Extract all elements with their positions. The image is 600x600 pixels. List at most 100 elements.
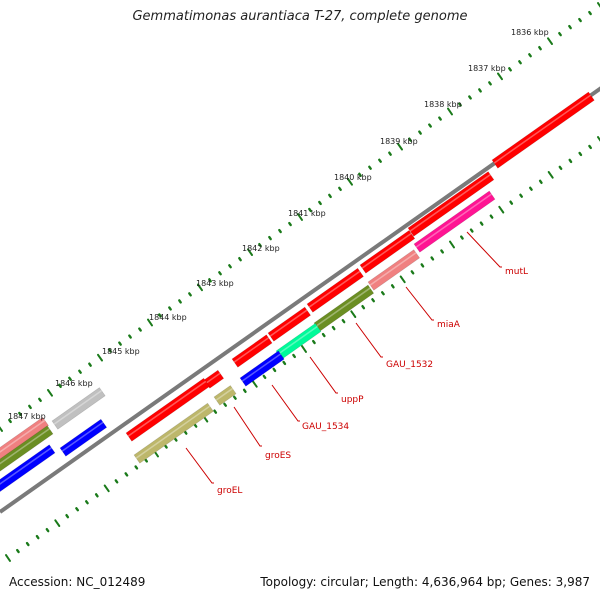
kbp-label: 1844 kbp [149,313,187,322]
forward-gene-highlight [493,94,592,164]
outer-tick-minor [538,46,542,51]
outer-tick-minor [578,17,582,23]
genome-summary-text: Topology: circular; Length: 4,636,964 bp… [260,575,590,589]
outer-tick-minor [408,137,412,142]
outer-tick-minor [428,123,432,128]
outer-tick-minor [8,418,12,424]
gene-leader-line [405,286,434,321]
outer-tick-major [0,426,3,432]
inner-tick-minor [529,186,533,191]
outer-tick-minor [568,24,572,30]
kbp-label: 1843 kbp [196,279,234,288]
gene-leader-line [355,322,383,358]
inner-tick-major [350,310,357,318]
outer-tick-major [47,389,53,397]
forward-gene [125,377,210,442]
outer-tick-minor [58,383,62,388]
kbp-label: 1842 kbp [242,244,280,253]
kbp-label: 1838 kbp [424,100,462,109]
reverse-gene-highlight [277,325,318,355]
kbp-label: 1841 kbp [288,209,326,218]
reverse-gene [0,425,54,472]
inner-tick-ring [5,136,600,562]
inner-tick-minor [312,339,316,345]
forward-gene-highlight [308,270,361,308]
outer-tick-major [347,178,353,186]
outer-tick-minor [38,397,42,402]
forward-gene [407,171,495,237]
outer-tick-major [297,213,303,221]
forward-gene [491,91,595,169]
outer-tick-minor [388,151,392,156]
outer-tick-major [497,72,503,81]
outer-tick-minor [178,299,182,304]
outer-tick-minor [508,67,512,72]
inner-tick-minor [65,514,70,519]
forward-gene [306,267,364,313]
kbp-label: 1840 kbp [334,173,372,182]
outer-tick-minor [128,334,132,339]
inner-tick-minor [242,388,247,393]
outer-tick-minor [118,341,122,346]
gene-label: uppP [341,395,364,405]
outer-tick-minor [208,278,212,283]
outer-tick-minor [188,292,192,297]
gene-label: groES [265,451,291,461]
reverse-gene-highlight [215,387,233,401]
kbp-label: 1837 kbp [468,64,506,73]
outer-tick-minor [338,186,342,192]
reverse-gene [59,418,108,457]
reverse-gene [0,416,49,461]
inner-tick-major [301,345,307,353]
inner-tick-minor [163,444,168,449]
map-title: Gemmatimonas aurantiaca T-27, complete g… [132,9,468,24]
outer-tick-major [97,353,103,362]
reverse-gene-highlight [0,447,52,485]
inner-tick-minor [262,374,267,379]
inner-tick-minor [430,256,435,261]
forward-gene-highlight [269,309,308,337]
inner-tick-minor [292,353,296,359]
reverse-gene [367,249,421,291]
inner-tick-major [498,205,505,214]
inner-tick-minor [45,528,50,533]
inner-tick-minor [232,395,237,400]
inner-tick-minor [35,534,40,540]
inner-tick-minor [371,298,375,303]
outer-tick-minor [278,228,282,234]
inner-tick-major [399,275,406,284]
outer-tick-minor [518,60,522,65]
outer-tick-minor [478,88,482,93]
gene-leader-line [233,406,262,447]
outer-tick-minor [108,348,112,353]
inner-tick-minor [272,367,277,373]
inner-tick-minor [489,214,494,219]
outer-tick-minor [488,81,492,86]
inner-tick-minor [173,437,178,442]
outer-tick-minor [288,221,292,227]
outer-tick-minor [78,369,82,374]
outer-tick-minor [318,200,322,206]
inner-tick-minor [538,179,543,185]
outer-tick-minor [68,376,72,381]
inner-tick-minor [94,493,99,498]
reverse-gene-highlight [0,419,46,453]
forward-gene [267,306,312,342]
inner-tick-minor [213,409,218,414]
gene-leader-line [466,231,502,268]
inner-tick-minor [440,249,444,254]
forward-gene-highlight [233,337,269,363]
inner-tick-major [547,171,554,179]
reverse-gene-highlight [241,353,281,382]
forward-gene [359,229,416,274]
outer-tick-major [197,283,203,292]
outer-tick-minor [588,10,592,16]
outer-tick-minor [28,404,32,410]
outer-tick-minor [418,130,422,135]
inner-tick-minor [341,319,346,324]
outer-tick-minor [218,271,222,276]
gene-label: GAU_1532 [386,360,433,370]
reverse-gene [0,444,56,493]
reverse-gene [213,385,237,406]
